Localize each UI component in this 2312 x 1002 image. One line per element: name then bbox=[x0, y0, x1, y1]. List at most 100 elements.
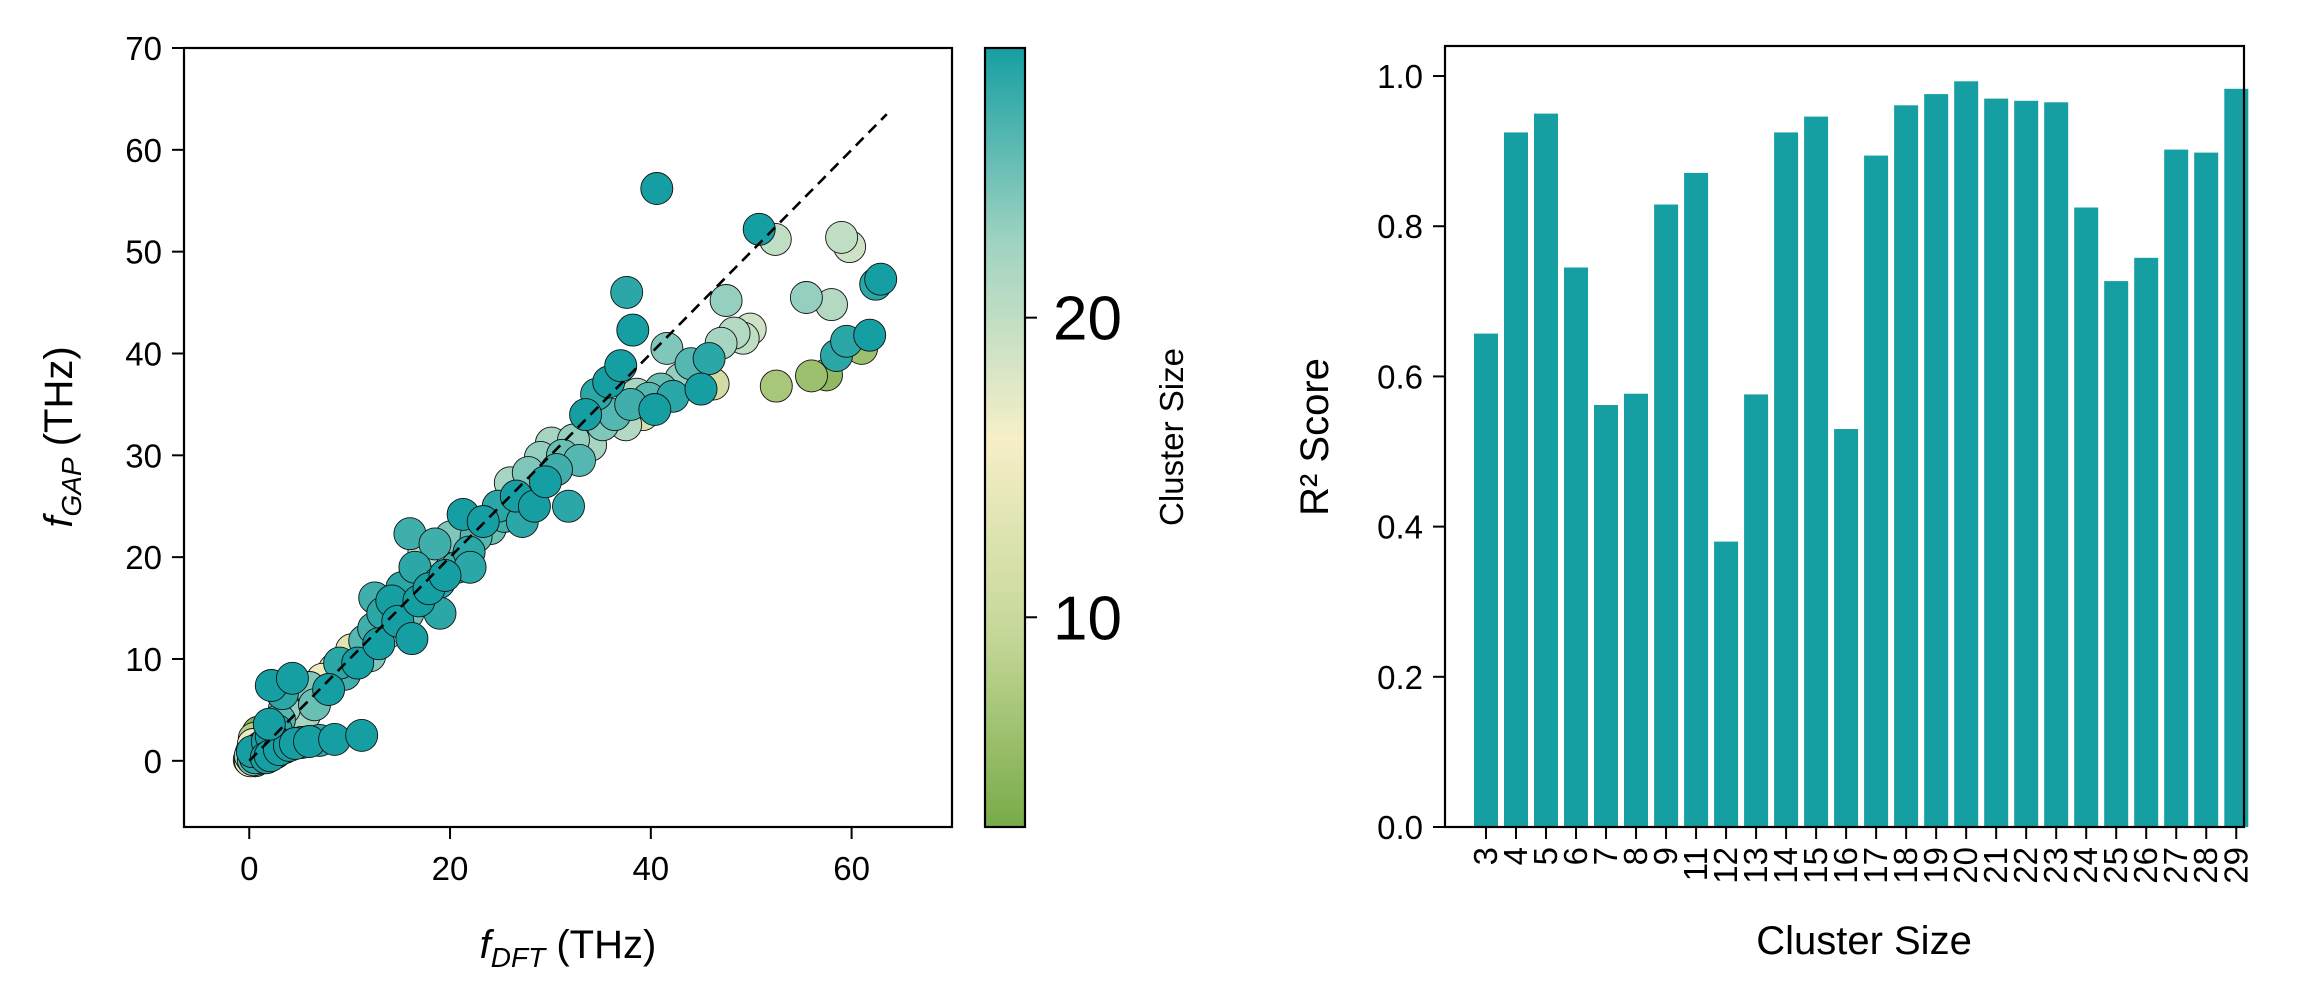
y-tick-label: 50 bbox=[125, 234, 162, 271]
bar bbox=[1984, 98, 2009, 828]
bar bbox=[1864, 155, 1889, 828]
scatter-y-ticks: 0 10 20 30 40 50 60 70 bbox=[125, 30, 184, 780]
scatter-point bbox=[684, 372, 718, 406]
x-tick-label: 7 bbox=[1587, 847, 1624, 865]
scatter-plot-frame bbox=[182, 46, 954, 829]
y-tick-label: 10 bbox=[125, 641, 162, 678]
bar bbox=[1474, 333, 1498, 827]
colorbar-gradient bbox=[983, 46, 1027, 829]
x-tick-label: 18 bbox=[1887, 847, 1924, 884]
bar bbox=[1504, 132, 1528, 827]
scatter-chart: 0 20 40 60 0 10 20 30 40 50 60 70 fDFT (THz) fGAP … bbox=[37, 30, 954, 973]
scatter-point bbox=[853, 318, 887, 352]
x-tick-label: 9 bbox=[1647, 847, 1684, 865]
scatter-point bbox=[345, 718, 379, 752]
bar bbox=[1954, 81, 1979, 828]
y-tick-label: 0.4 bbox=[1377, 509, 1423, 546]
y-tick-label: 0 bbox=[144, 743, 162, 780]
bar bbox=[1774, 132, 1799, 827]
bar-x-ticks: 3456789111213141516171819202122232425262… bbox=[1467, 827, 2254, 884]
bar-series bbox=[1474, 81, 2249, 828]
x-tick-label: 19 bbox=[1917, 847, 1954, 884]
scatter-point bbox=[692, 342, 726, 376]
scatter-point bbox=[428, 559, 462, 592]
scatter-y-label: fGAP (THz) bbox=[37, 346, 87, 527]
bar-y-ticks: 0.0 0.2 0.4 0.6 0.8 1.0 bbox=[1377, 58, 1445, 846]
reference-line bbox=[248, 113, 888, 762]
scatter-point bbox=[709, 284, 743, 317]
colorbar-tick-label: 10 bbox=[1053, 584, 1122, 653]
x-tick-label: 21 bbox=[1977, 847, 2014, 884]
bar bbox=[2044, 102, 2069, 828]
bar bbox=[1714, 541, 1739, 827]
y-tick-label: 0.8 bbox=[1377, 208, 1423, 245]
scatter-points bbox=[232, 172, 898, 778]
x-tick-label: 24 bbox=[2067, 847, 2104, 884]
scatter-point bbox=[638, 393, 672, 426]
scatter-point bbox=[742, 212, 776, 246]
x-tick-label: 17 bbox=[1857, 847, 1894, 884]
x-tick-label: 25 bbox=[2097, 847, 2134, 884]
bar bbox=[1534, 113, 1558, 828]
scatter-point bbox=[466, 505, 500, 538]
scatter-point bbox=[616, 313, 650, 347]
x-tick-label: 20 bbox=[1947, 847, 1984, 884]
scatter-point bbox=[395, 622, 429, 656]
y-tick-label: 70 bbox=[125, 30, 162, 67]
scatter-point bbox=[569, 398, 603, 432]
bar bbox=[1624, 393, 1648, 827]
y-tick-label: 40 bbox=[125, 335, 162, 372]
bar bbox=[2074, 207, 2099, 827]
x-tick-label: 12 bbox=[1707, 847, 1744, 884]
x-tick-label: 23 bbox=[2037, 847, 2074, 884]
scatter-point bbox=[789, 281, 823, 314]
x-tick-label: 13 bbox=[1737, 847, 1774, 884]
scatter-x-ticks: 0 20 40 60 bbox=[240, 827, 870, 887]
bar bbox=[1924, 94, 1949, 828]
x-tick-label: 16 bbox=[1827, 847, 1864, 884]
scatter-point bbox=[312, 673, 346, 706]
bar bbox=[1804, 116, 1829, 828]
bar bbox=[2014, 100, 2039, 828]
y-tick-label: 20 bbox=[125, 539, 162, 576]
x-tick-label: 11 bbox=[1677, 847, 1714, 881]
colorbar-label: Cluster Size bbox=[1153, 348, 1190, 526]
x-tick-label: 6 bbox=[1557, 847, 1594, 865]
bar-y-label: R² Score bbox=[1293, 358, 1337, 516]
scatter-point bbox=[795, 359, 828, 393]
x-tick-label: 3 bbox=[1467, 847, 1504, 865]
x-tick-label: 5 bbox=[1527, 847, 1564, 865]
scatter-x-label: fDFT (THz) bbox=[480, 923, 657, 973]
bar-x-label: Cluster Size bbox=[1756, 919, 1972, 963]
scatter-point bbox=[759, 369, 793, 403]
bar bbox=[1564, 267, 1588, 827]
bar-plot-frame bbox=[1443, 44, 2246, 829]
scatter-point bbox=[610, 275, 644, 309]
scatter-point bbox=[604, 349, 638, 383]
x-tick-label: 40 bbox=[632, 850, 669, 887]
scatter-point bbox=[640, 172, 674, 205]
scatter-point bbox=[252, 707, 286, 741]
y-tick-label: 0.6 bbox=[1377, 358, 1423, 395]
y-tick-label: 1.0 bbox=[1377, 58, 1423, 95]
x-tick-label: 20 bbox=[432, 850, 469, 887]
scatter-point bbox=[528, 465, 562, 499]
x-tick-label: 15 bbox=[1797, 847, 1834, 884]
x-tick-label: 28 bbox=[2187, 847, 2224, 884]
bar bbox=[2164, 149, 2189, 828]
bar bbox=[2104, 281, 2129, 828]
bar bbox=[1894, 105, 1919, 828]
x-tick-label: 27 bbox=[2157, 847, 2194, 884]
scatter-point bbox=[341, 646, 375, 680]
scatter-point bbox=[825, 220, 859, 254]
y-tick-label: 60 bbox=[125, 132, 162, 169]
x-tick-label: 8 bbox=[1617, 847, 1654, 865]
y-tick-label: 0.0 bbox=[1377, 809, 1423, 846]
scatter-point bbox=[650, 331, 684, 365]
x-tick-label: 26 bbox=[2127, 847, 2164, 884]
scatter-point bbox=[552, 489, 585, 523]
x-tick-label: 60 bbox=[833, 850, 870, 887]
bar bbox=[1744, 394, 1769, 827]
x-tick-label: 22 bbox=[2007, 847, 2044, 884]
